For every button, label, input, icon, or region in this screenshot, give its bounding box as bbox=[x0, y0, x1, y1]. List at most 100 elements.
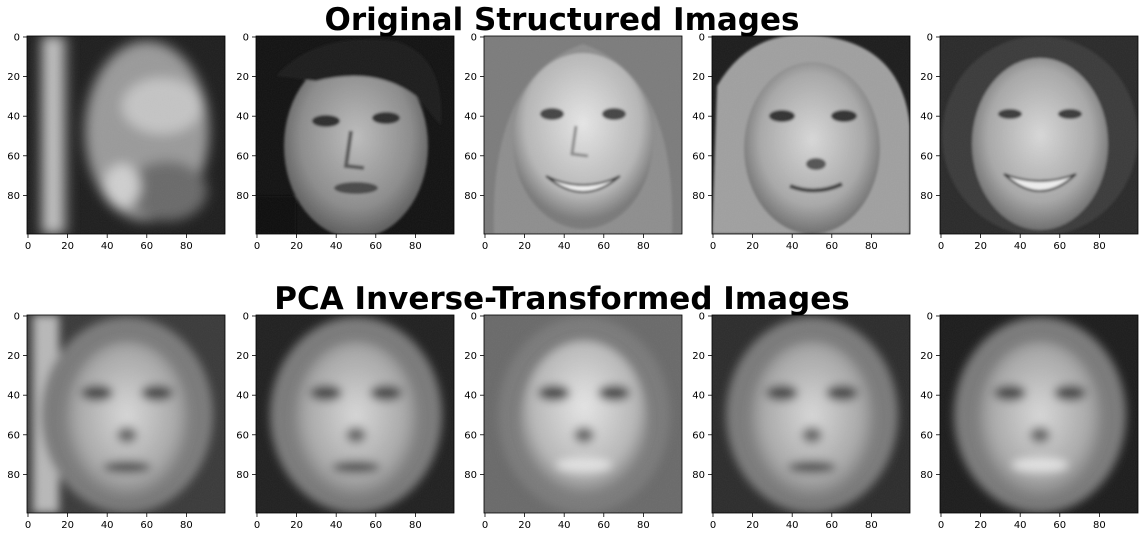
axes-frame bbox=[255, 314, 455, 514]
axes-frame bbox=[711, 314, 911, 514]
x-tick-label: 20 bbox=[61, 520, 74, 531]
x-tick-label: 80 bbox=[865, 241, 878, 252]
y-tick-label: 40 bbox=[920, 112, 933, 123]
axes-frame bbox=[483, 35, 683, 235]
x-tick-label: 60 bbox=[597, 520, 610, 531]
y-tick-label: 40 bbox=[236, 391, 249, 402]
y-tick-label: 60 bbox=[692, 151, 705, 162]
laughing-woman-curly-hair-image bbox=[940, 36, 1138, 234]
x-tick-label: 20 bbox=[746, 241, 759, 252]
reconstructed-image-panel: 0 20 40 60 80 0 20 40 60 80 bbox=[236, 311, 455, 531]
y-tick-label: 40 bbox=[692, 112, 705, 123]
blurred-face-reconstruction-3-image bbox=[484, 315, 682, 513]
y-tick-label: 20 bbox=[920, 351, 933, 362]
x-tick-label: 0 bbox=[482, 520, 488, 531]
original-image-panel: 0 20 40 60 80 0 20 40 60 80 bbox=[7, 32, 226, 252]
y-tick-label: 0 bbox=[471, 311, 477, 322]
axes-frame bbox=[711, 35, 911, 235]
blurred-face-reconstruction-1-image bbox=[27, 315, 225, 513]
original-images-title: Original Structured Images bbox=[324, 2, 800, 38]
image-grid: 0 20 40 60 80 0 20 40 60 80 0 20 40 60 80 0 20 40 60 80 0 20 4… bbox=[7, 32, 1139, 531]
blurred-face-reconstruction-5-image bbox=[940, 315, 1138, 513]
x-tick-label: 40 bbox=[101, 241, 114, 252]
axes-frame bbox=[939, 35, 1139, 235]
young-man-looking-up-image bbox=[256, 36, 454, 234]
x-tick-label: 80 bbox=[180, 241, 193, 252]
y-tick-label: 20 bbox=[692, 351, 705, 362]
y-tick-label: 40 bbox=[7, 112, 20, 123]
x-tick-label: 20 bbox=[290, 520, 303, 531]
x-tick-label: 80 bbox=[1093, 520, 1106, 531]
x-tick-label: 0 bbox=[938, 520, 944, 531]
x-tick-label: 60 bbox=[597, 241, 610, 252]
x-tick-label: 20 bbox=[290, 241, 303, 252]
y-tick-label: 60 bbox=[464, 151, 477, 162]
y-tick-label: 40 bbox=[236, 112, 249, 123]
y-tick-label: 80 bbox=[692, 191, 705, 202]
x-tick-label: 80 bbox=[180, 520, 193, 531]
blurred-face-reconstruction-2-image bbox=[256, 315, 454, 513]
axes-frame bbox=[483, 314, 683, 514]
y-tick-label: 0 bbox=[699, 311, 705, 322]
smiling-woman-straight-hair-image bbox=[484, 36, 682, 234]
x-tick-label: 60 bbox=[369, 241, 382, 252]
x-tick-label: 80 bbox=[409, 520, 422, 531]
y-tick-label: 0 bbox=[14, 311, 20, 322]
y-tick-label: 20 bbox=[7, 351, 20, 362]
x-tick-label: 80 bbox=[637, 241, 650, 252]
x-tick-label: 0 bbox=[254, 241, 260, 252]
axes-frame bbox=[26, 314, 226, 514]
y-tick-label: 0 bbox=[699, 32, 705, 43]
y-tick-label: 80 bbox=[464, 191, 477, 202]
x-tick-label: 60 bbox=[140, 520, 153, 531]
x-tick-label: 20 bbox=[974, 520, 987, 531]
y-tick-label: 60 bbox=[920, 151, 933, 162]
y-tick-label: 40 bbox=[464, 391, 477, 402]
woman-slight-smile-image bbox=[712, 36, 910, 234]
y-tick-label: 0 bbox=[927, 32, 933, 43]
y-tick-label: 20 bbox=[464, 351, 477, 362]
reconstructed-image-panel: 0 20 40 60 80 0 20 40 60 80 bbox=[7, 311, 226, 531]
x-tick-label: 60 bbox=[825, 520, 838, 531]
x-tick-label: 0 bbox=[25, 241, 31, 252]
face-profile-behind-pole-image bbox=[27, 36, 225, 234]
x-tick-label: 80 bbox=[865, 520, 878, 531]
x-tick-label: 0 bbox=[482, 241, 488, 252]
y-tick-label: 80 bbox=[464, 470, 477, 481]
x-tick-label: 0 bbox=[710, 520, 716, 531]
y-tick-label: 80 bbox=[920, 191, 933, 202]
x-tick-label: 20 bbox=[974, 241, 987, 252]
y-tick-label: 40 bbox=[7, 391, 20, 402]
y-tick-label: 40 bbox=[464, 112, 477, 123]
x-tick-label: 0 bbox=[938, 241, 944, 252]
y-tick-label: 20 bbox=[236, 72, 249, 83]
original-image-panel: 0 20 40 60 80 0 20 40 60 80 bbox=[920, 32, 1139, 252]
x-tick-label: 20 bbox=[518, 241, 531, 252]
axes-frame bbox=[26, 35, 226, 235]
y-tick-label: 0 bbox=[927, 311, 933, 322]
x-tick-label: 20 bbox=[61, 241, 74, 252]
y-tick-label: 60 bbox=[464, 430, 477, 441]
x-tick-label: 0 bbox=[710, 241, 716, 252]
x-tick-label: 80 bbox=[637, 520, 650, 531]
axes-frame bbox=[939, 314, 1139, 514]
y-tick-label: 60 bbox=[236, 430, 249, 441]
x-tick-label: 0 bbox=[25, 520, 31, 531]
x-tick-label: 40 bbox=[101, 520, 114, 531]
y-tick-label: 60 bbox=[692, 430, 705, 441]
y-tick-label: 80 bbox=[7, 191, 20, 202]
reconstructed-image-panel: 0 20 40 60 80 0 20 40 60 80 bbox=[920, 311, 1139, 531]
reconstructed-images-title: PCA Inverse-Transformed Images bbox=[274, 281, 850, 317]
y-tick-label: 20 bbox=[7, 72, 20, 83]
y-tick-label: 80 bbox=[236, 470, 249, 481]
axes-frame bbox=[255, 35, 455, 235]
y-tick-label: 80 bbox=[920, 470, 933, 481]
reconstructed-image-panel: 0 20 40 60 80 0 20 40 60 80 bbox=[464, 311, 683, 531]
y-tick-label: 80 bbox=[236, 191, 249, 202]
x-tick-label: 80 bbox=[1093, 241, 1106, 252]
y-tick-label: 20 bbox=[236, 351, 249, 362]
x-tick-label: 40 bbox=[786, 241, 799, 252]
reconstructed-image-panel: 0 20 40 60 80 0 20 40 60 80 bbox=[692, 311, 911, 531]
y-tick-label: 0 bbox=[243, 32, 249, 43]
